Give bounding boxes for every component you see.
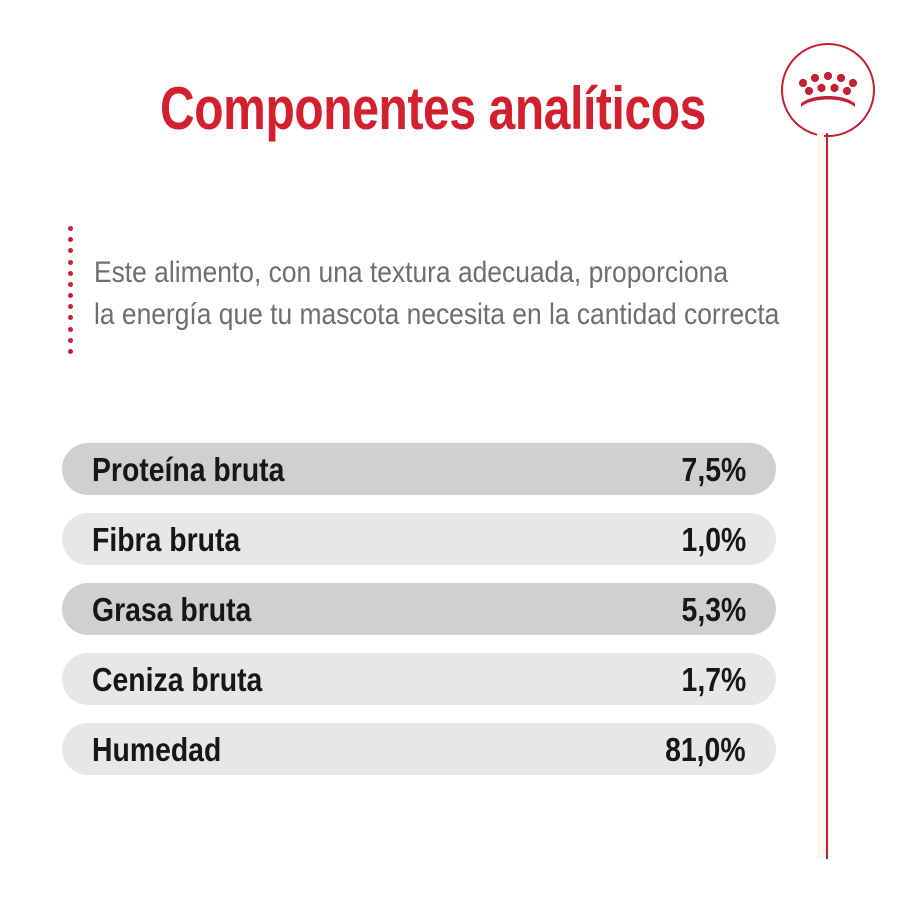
- rule-dot: [68, 237, 73, 243]
- rule-dot: [68, 304, 73, 310]
- rule-dot: [68, 326, 73, 332]
- table-row: Humedad 81,0%: [62, 723, 776, 775]
- nutrient-label: Proteína bruta: [92, 450, 285, 488]
- table-row: Proteína bruta 7,5%: [62, 443, 776, 495]
- nutrient-label: Ceniza bruta: [92, 660, 263, 698]
- rule-dot: [68, 281, 73, 287]
- nutrient-label: Humedad: [92, 730, 222, 768]
- stem-highlight: [817, 133, 824, 859]
- rule-dot: [68, 259, 73, 265]
- logo-circle-outline: [781, 43, 875, 137]
- nutrient-value: 1,7%: [681, 660, 746, 698]
- table-row: Fibra bruta 1,0%: [62, 513, 776, 565]
- intro-line-1: Este alimento, con una textura adecuada,…: [94, 256, 729, 289]
- nutrient-label: Fibra bruta: [92, 520, 241, 558]
- vertical-accent-line: [826, 133, 828, 859]
- intro-text: Este alimento, con una textura adecuada,…: [94, 252, 780, 336]
- rule-dot: [68, 248, 73, 254]
- table-row: Ceniza bruta 1,7%: [62, 653, 776, 705]
- rule-dot: [68, 315, 73, 321]
- rule-dot: [68, 226, 73, 231]
- nutrient-label: Grasa bruta: [92, 590, 252, 628]
- nutrient-value: 7,5%: [681, 450, 746, 488]
- rule-dot: [68, 337, 73, 343]
- nutrient-value: 81,0%: [665, 730, 746, 768]
- royal-canin-crown-logo: [781, 43, 875, 137]
- page-title: Componentes analíticos: [160, 75, 706, 142]
- crown-icon: [798, 71, 858, 107]
- table-row: Grasa bruta 5,3%: [62, 583, 776, 635]
- analytical-components-table: Proteína bruta 7,5% Fibra bruta 1,0% Grasa b…: [62, 443, 776, 793]
- rule-dot: [68, 293, 73, 299]
- nutrient-value: 5,3%: [681, 590, 746, 628]
- intro-line-2: la energía que tu mascota necesita en la…: [94, 298, 780, 331]
- nutrient-value: 1,0%: [681, 520, 746, 558]
- rule-dot: [68, 348, 73, 354]
- dotted-rule: [67, 226, 74, 354]
- rule-dot: [68, 270, 73, 276]
